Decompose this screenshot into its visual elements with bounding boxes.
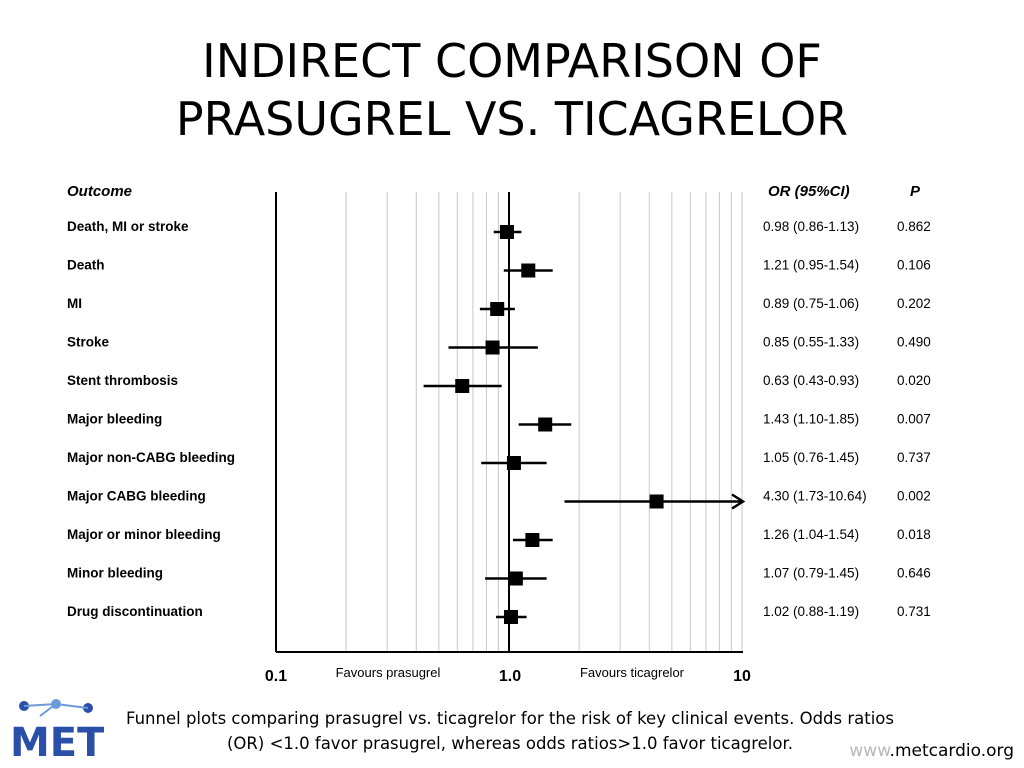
forest-plot: Death, MI or stroke 0.98 (0.86-1.13) 0.862…: [67, 183, 931, 685]
or-point: [490, 302, 505, 316]
axis-ticks: 0.1 1.0 10 Favours prasugrel Favours tic…: [265, 665, 751, 685]
favours-ticagrelor-label: Favours ticagrelor: [580, 665, 685, 680]
p-value: 0.731: [897, 604, 931, 619]
logo-network: [23, 702, 89, 717]
or-ci-value: 4.30 (1.73-10.64): [763, 489, 867, 504]
outcome-label: Major or minor bleeding: [67, 527, 221, 542]
or-point: [485, 340, 500, 355]
p-value: 0.002: [897, 489, 931, 504]
table-row: MI 0.89 (0.75-1.06) 0.202: [67, 296, 931, 316]
p-value: 0.020: [897, 373, 931, 388]
outcome-label: Drug discontinuation: [67, 604, 203, 619]
p-value: 0.202: [897, 296, 931, 311]
table-row: Death, MI or stroke 0.98 (0.86-1.13) 0.862: [67, 219, 931, 239]
or-point: [506, 456, 521, 470]
outcome-label: Stent thrombosis: [67, 373, 178, 388]
website-prefix: www: [849, 741, 890, 761]
outcome-label: Major CABG bleeding: [67, 489, 206, 504]
or-ci-value: 1.07 (0.79-1.45): [763, 566, 859, 581]
or-point: [499, 225, 514, 239]
or-ci-value: 1.05 (0.76-1.45): [763, 450, 859, 465]
favours-prasugrel-label: Favours prasugrel: [336, 665, 441, 680]
x-tick-label: 1.0: [499, 668, 521, 685]
or-ci-value: 0.63 (0.43-0.93): [763, 373, 859, 388]
title-line-2: PRASUGREL VS. TICAGRELOR: [175, 92, 849, 146]
figure-caption: Funnel plots comparing prasugrel vs. tic…: [120, 706, 900, 756]
p-value: 0.106: [897, 258, 931, 273]
table-row: Stent thrombosis 0.63 (0.43-0.93) 0.020: [67, 373, 931, 393]
or-ci-value: 1.43 (1.10-1.85): [763, 412, 859, 427]
outcome-label: Minor bleeding: [67, 566, 163, 581]
table-row: Major non-CABG bleeding 1.05 (0.76-1.45) 0…: [67, 450, 931, 470]
or-ci-value: 1.21 (0.95-1.54): [763, 258, 859, 273]
or-point: [504, 610, 519, 624]
met-logo: MET: [10, 699, 104, 764]
p-value: 0.646: [897, 566, 931, 581]
outcome-label: Stroke: [67, 335, 110, 350]
x-tick-label: 0.1: [265, 668, 287, 685]
caption-line-2: (OR) <1.0 favor prasugrel, whereas odds …: [227, 734, 793, 753]
outcome-label: Major bleeding: [67, 412, 162, 427]
logo-text: MET: [10, 720, 104, 764]
table-row: Stroke 0.85 (0.55-1.33) 0.490: [67, 335, 931, 355]
or-ci-value: 0.89 (0.75-1.06): [763, 296, 859, 311]
p-value: 0.018: [897, 527, 931, 542]
or-ci-value: 0.98 (0.86-1.13): [763, 219, 859, 234]
p-value: 0.007: [897, 412, 931, 427]
outcome-label: Death: [67, 258, 105, 273]
or-ci-value: 0.85 (0.55-1.33): [763, 335, 859, 350]
website-url[interactable]: www.metcardio.org: [849, 741, 1014, 761]
outcome-label: Major non-CABG bleeding: [67, 450, 235, 465]
p-value: 0.490: [897, 335, 931, 350]
table-row: Major or minor bleeding 1.26 (1.04-1.54) 0…: [67, 527, 931, 547]
p-header: P: [910, 183, 921, 200]
table-row: Death 1.21 (0.95-1.54) 0.106: [67, 258, 931, 278]
table-row: Major CABG bleeding 4.30 (1.73-10.64) 0.00…: [67, 489, 931, 510]
or-point: [455, 379, 470, 393]
or-header: OR (95%CI): [768, 183, 850, 200]
website-domain: .metcardio.org: [889, 741, 1014, 761]
outcome-label: MI: [67, 296, 82, 311]
grid-lines: [345, 192, 743, 652]
ci-arrow: [731, 493, 746, 510]
plot-rows: Death, MI or stroke 0.98 (0.86-1.13) 0.862…: [67, 219, 931, 624]
table-row: Drug discontinuation 1.02 (0.88-1.19) 0.73…: [67, 604, 931, 624]
table-row: Major bleeding 1.43 (1.10-1.85) 0.007: [67, 412, 931, 432]
or-point: [538, 417, 553, 432]
table-row: Minor bleeding 1.07 (0.79-1.45) 0.646: [67, 566, 931, 586]
outcome-label: Death, MI or stroke: [67, 219, 189, 234]
or-ci-value: 1.26 (1.04-1.54): [763, 527, 859, 542]
outcome-header: Outcome: [67, 183, 132, 200]
or-point: [649, 494, 664, 509]
or-point: [508, 571, 523, 586]
x-tick-label: 10: [733, 668, 751, 685]
or-point: [521, 263, 536, 278]
table-headers: Outcome OR (95%CI) P: [67, 183, 921, 200]
or-ci-value: 1.02 (0.88-1.19): [763, 604, 859, 619]
slide-title: INDIRECT COMPARISON OF PRASUGREL VS. TIC…: [0, 32, 1024, 148]
title-line-1: INDIRECT COMPARISON OF: [202, 34, 822, 88]
caption-line-1: Funnel plots comparing prasugrel vs. tic…: [126, 709, 894, 728]
or-point: [525, 533, 540, 547]
p-value: 0.737: [897, 450, 931, 465]
p-value: 0.862: [897, 219, 931, 234]
